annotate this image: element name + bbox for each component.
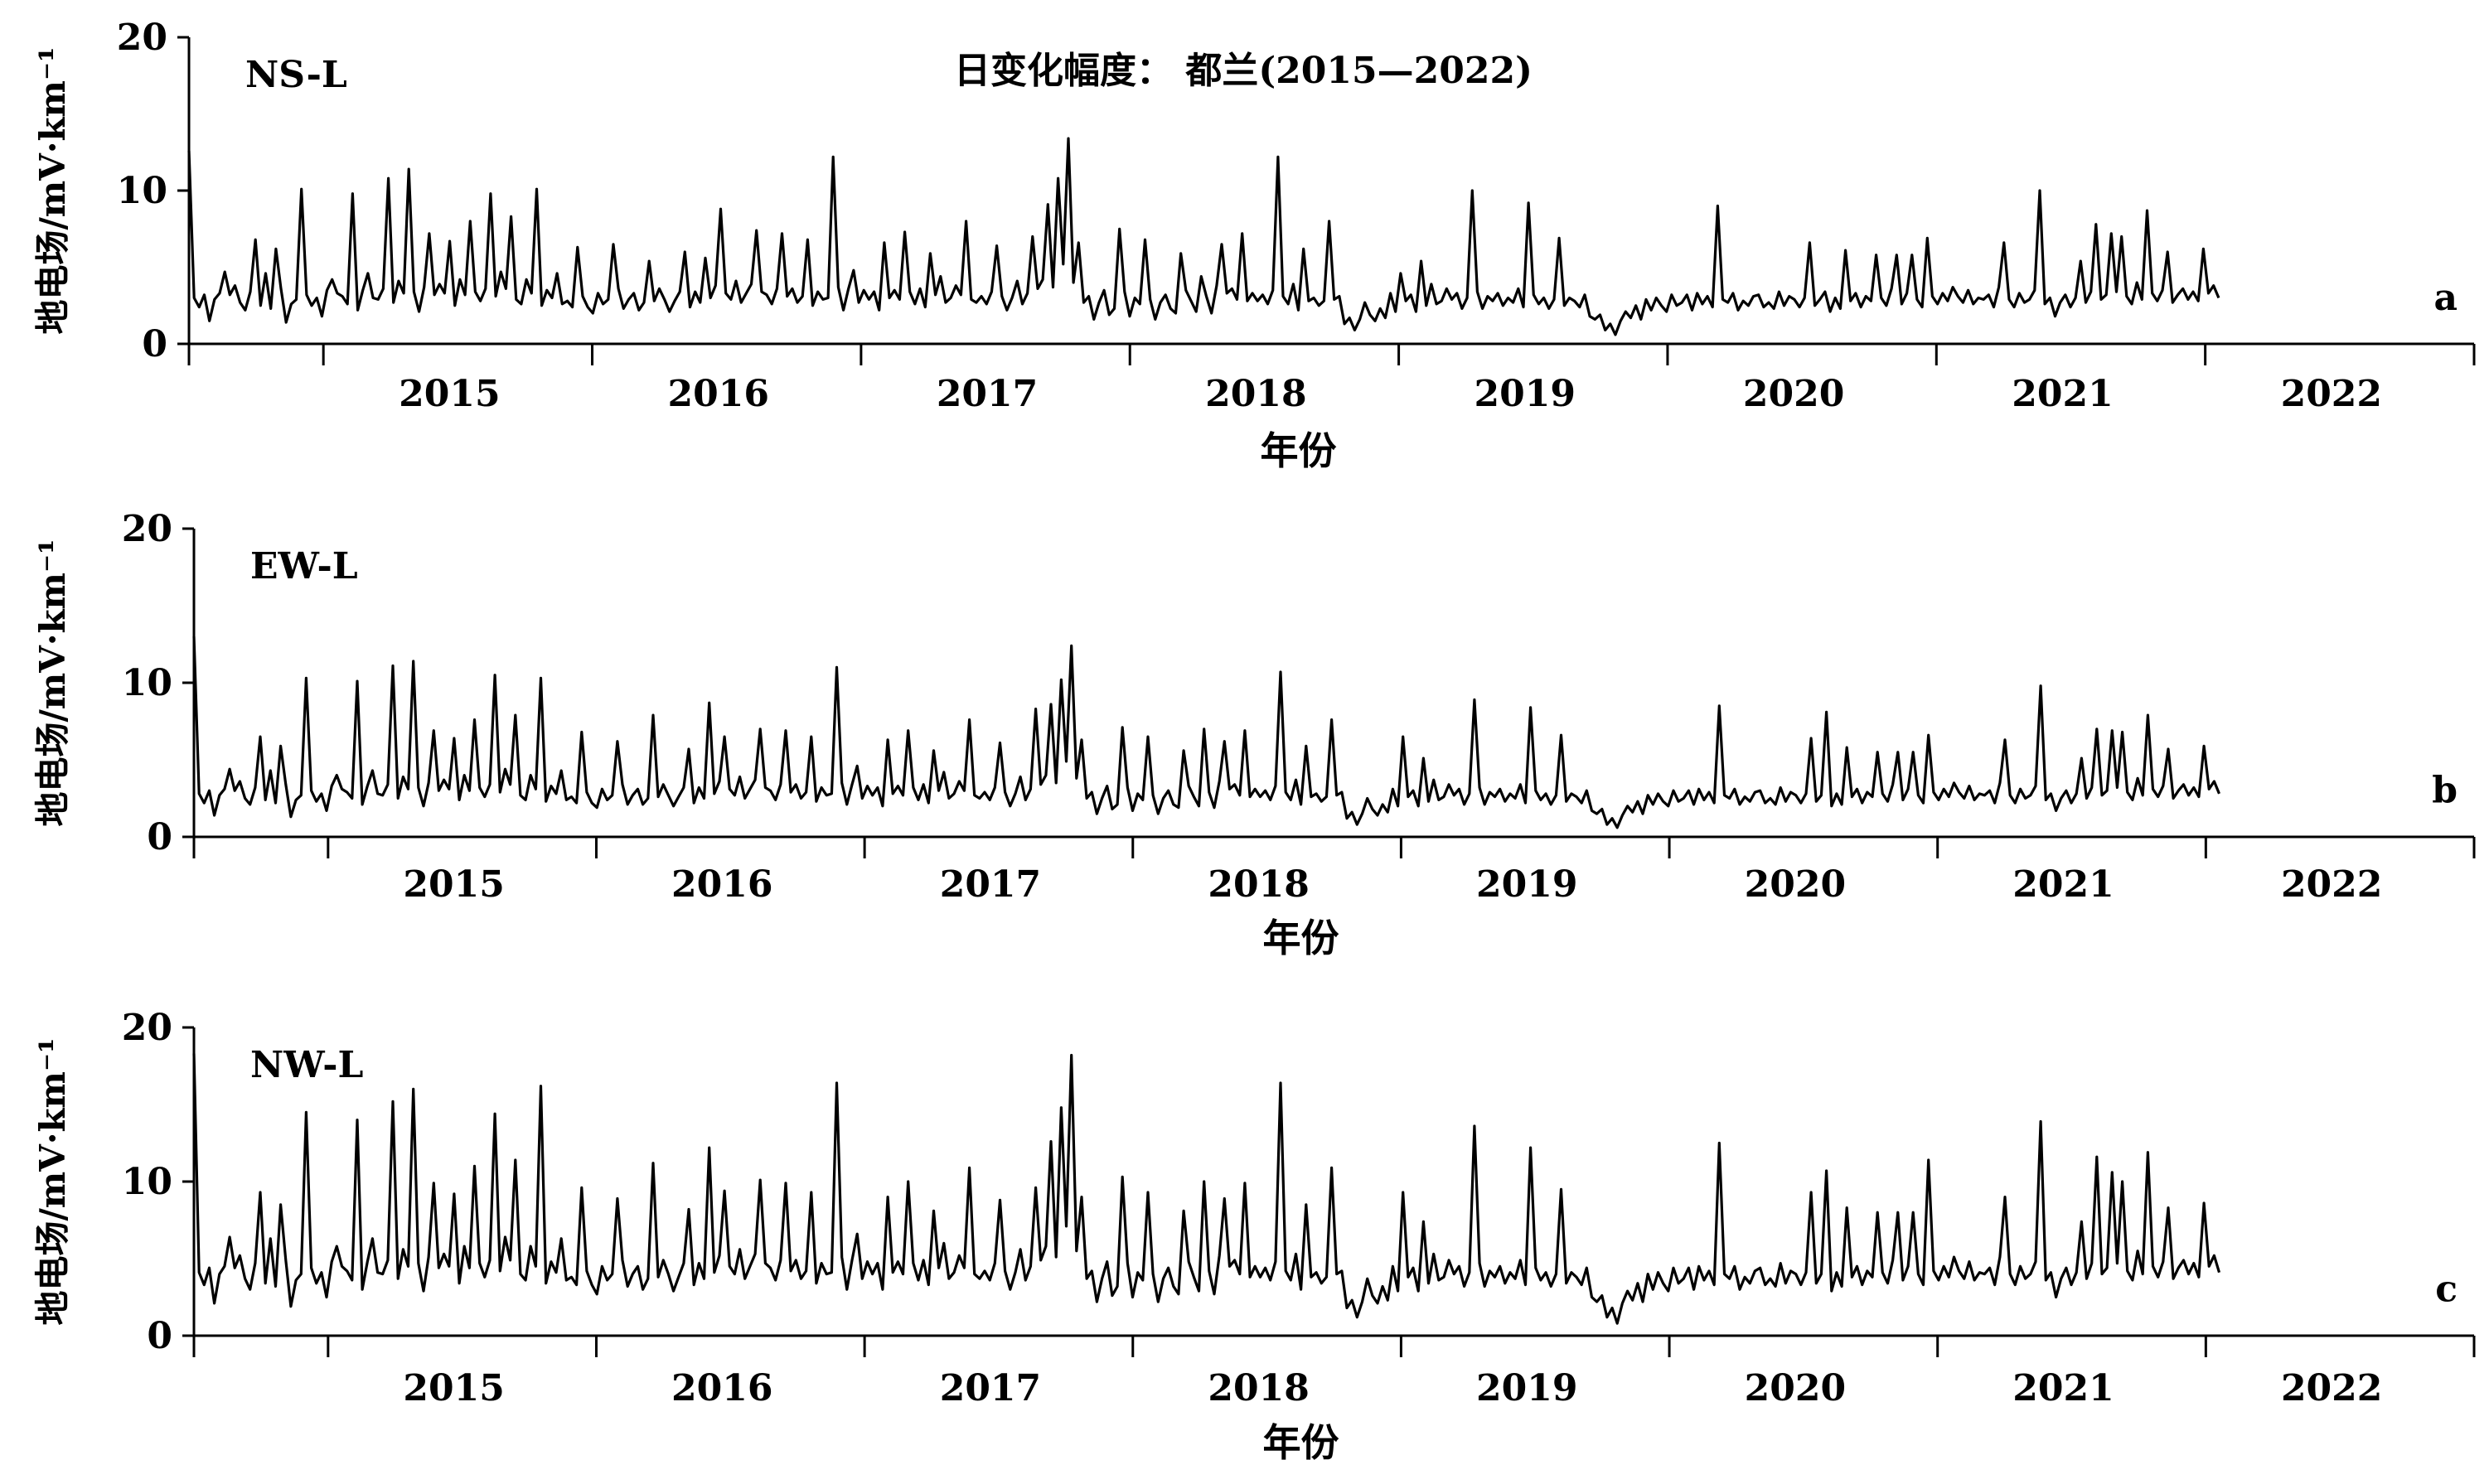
x-tick-label: 2015 (399, 373, 500, 415)
panel-b: 0 10 20 2015 2016 2017 2018 2019 2020 2021 2022 年份 地… (32, 508, 2476, 960)
x-tick-label: 2017 (937, 373, 1038, 415)
panel-a: 0 10 20 2015 2016 2017 2018 2019 2020 2021 2022 年份 地… (32, 17, 2476, 473)
y-tick-label: 0 (147, 816, 172, 858)
x-tick-label: 2021 (2012, 1367, 2114, 1409)
x-tick-label: 2017 (940, 1367, 1041, 1409)
y-tick-label: 10 (117, 170, 167, 212)
series-line-EW-L (192, 636, 2220, 829)
series-label: NW-L (250, 1044, 363, 1086)
x-tick-label: 2017 (940, 863, 1041, 906)
x-tick-label: 2019 (1475, 373, 1576, 415)
x-axis-label: 年份 (1263, 1420, 1339, 1465)
y-tick-label: 20 (122, 1007, 172, 1049)
y-axis-label: 地电场/mV·km⁻¹ (32, 539, 73, 826)
x-axis-label: 年份 (1263, 916, 1339, 960)
x-tick-label: 2015 (403, 863, 504, 906)
x-tick-label: 2016 (667, 373, 768, 415)
y-tick-label: 20 (117, 17, 167, 59)
x-tick-label: 2019 (1476, 1367, 1577, 1409)
panel-letter: b (2432, 770, 2458, 812)
x-tick-label: 2022 (2281, 373, 2382, 415)
x-tick-label: 2020 (1745, 1367, 1846, 1409)
x-tick-label: 2016 (671, 1367, 772, 1409)
x-tick-label: 2016 (671, 863, 772, 906)
x-tick-label: 2020 (1745, 863, 1846, 906)
figure-title: 日变化幅度： 都兰(2015—2022) (954, 50, 1533, 92)
x-tick-label: 2021 (2012, 373, 2113, 415)
y-tick-label: 0 (147, 1315, 172, 1357)
x-tick-label: 2015 (403, 1367, 504, 1409)
y-tick-label: 10 (122, 662, 172, 704)
x-tick-label: 2018 (1208, 863, 1309, 906)
x-axis-label: 年份 (1261, 428, 1337, 473)
y-tick-label: 20 (122, 508, 172, 550)
series-label: NS-L (245, 54, 347, 96)
panel-letter: c (2435, 1269, 2458, 1311)
x-tick-label: 2022 (2281, 863, 2382, 906)
x-tick-label: 2019 (1476, 863, 1577, 906)
y-axis-label: 地电场/mV·km⁻¹ (32, 46, 73, 334)
x-tick-label: 2018 (1208, 1367, 1309, 1409)
x-tick-label: 2022 (2281, 1367, 2382, 1409)
series-line-NS-L (187, 137, 2220, 336)
x-tick-label: 2020 (1743, 373, 1844, 415)
series-line-NW-L (192, 1053, 2221, 1325)
panel-letter: a (2433, 277, 2458, 319)
panel-c: 0 10 20 2015 2016 2017 2018 2019 2020 2021 2022 年份 地… (32, 1007, 2476, 1465)
y-tick-label: 0 (142, 323, 167, 365)
x-tick-label: 2018 (1205, 373, 1306, 415)
series-label: EW-L (250, 545, 358, 587)
x-tick-label: 2021 (2012, 863, 2114, 906)
y-tick-label: 10 (122, 1161, 172, 1203)
y-axis-label: 地电场/mV·km⁻¹ (32, 1037, 73, 1325)
